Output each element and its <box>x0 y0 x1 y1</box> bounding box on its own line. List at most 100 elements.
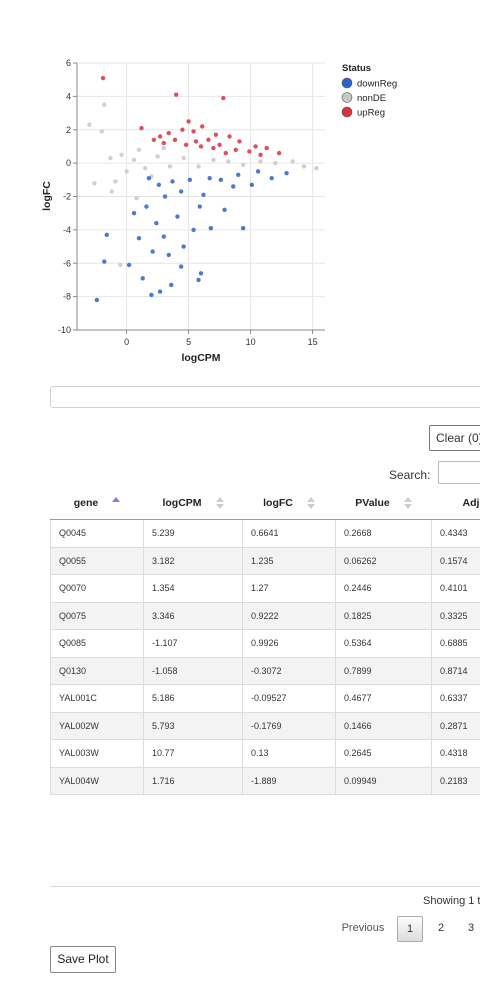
table-cell-adj: 0.8714 <box>431 656 480 685</box>
x-tick-label: 5 <box>186 337 191 347</box>
table-cell-gene: YAL003W <box>50 739 144 768</box>
page-button-2[interactable]: 2 <box>437 922 445 934</box>
table-cell-logfc: 1.27 <box>242 574 336 603</box>
data-point-downreg <box>156 182 162 188</box>
table-row[interactable]: Q0070 1.354 1.27 0.2446 0.4101 <box>50 574 480 603</box>
data-point-nonde <box>113 179 118 184</box>
data-point-upreg <box>191 129 196 134</box>
table-row[interactable]: Q0045 5.239 0.6641 0.2668 0.4343 <box>50 519 480 548</box>
data-point-downreg <box>144 204 149 209</box>
table-footer-divider <box>50 886 480 887</box>
search-label: Search: <box>389 468 431 482</box>
data-point-upreg <box>166 130 171 136</box>
table-cell-adj: 0.6885 <box>431 629 480 658</box>
table-cell-pvalue: 0.09949 <box>335 766 432 795</box>
data-point-upreg <box>139 125 144 131</box>
data-point-downreg <box>197 204 202 209</box>
y-tick-label: 2 <box>66 125 71 135</box>
data-point-downreg <box>175 214 180 219</box>
data-point-upreg <box>183 142 189 147</box>
y-axis-label: logFC <box>41 181 53 211</box>
data-point-upreg <box>198 144 204 149</box>
table-row[interactable]: Q0055 3.182 1.235 0.06262 0.1574 <box>50 546 480 575</box>
table-cell-pvalue: 0.2645 <box>335 739 432 768</box>
table-cell-adj: 0.4318 <box>431 739 480 768</box>
table-cell-logcpm: 5.793 <box>143 711 243 740</box>
table-cell-gene: YAL002W <box>50 711 144 740</box>
table-row[interactable]: Q0085 -1.107 0.9926 0.5364 0.6885 <box>50 629 480 658</box>
table-cell-gene: Q0130 <box>50 656 144 685</box>
data-point-downreg <box>140 276 145 281</box>
table-row[interactable]: YAL002W 5.793 -0.1769 0.1466 0.2871 <box>50 711 480 740</box>
data-point-downreg <box>222 207 227 213</box>
data-point-nonde <box>124 169 129 174</box>
table-cell-gene: YAL001C <box>50 684 144 713</box>
search-input[interactable] <box>438 461 480 484</box>
table-row[interactable]: YAL004W 1.716 -1.889 0.09949 0.2183 <box>50 766 480 795</box>
data-point-downreg <box>207 175 212 181</box>
data-point-upreg <box>221 95 226 101</box>
data-point-downreg <box>181 244 186 249</box>
data-point-downreg <box>196 277 201 283</box>
data-point-upreg <box>206 137 211 142</box>
selection-search-bar[interactable] <box>50 386 480 408</box>
previous-page-button[interactable]: Previous <box>341 922 385 934</box>
data-point-nonde <box>108 155 113 161</box>
table-cell-logfc: -0.09527 <box>242 684 336 713</box>
table-cell-gene: Q0085 <box>50 629 144 658</box>
results-table: gene logCPM logFC PValue Adj Q0045 5.239 0… <box>50 487 480 795</box>
table-row[interactable]: YAL003W 10.77 0.13 0.2645 0.4318 <box>50 739 480 768</box>
save-plot-button[interactable]: Save Plot <box>50 946 116 973</box>
data-point-upreg <box>151 137 157 142</box>
table-header-row: gene logCPM logFC PValue Adj <box>50 487 480 520</box>
column-header-pvalue[interactable]: PValue <box>335 487 432 520</box>
data-point-downreg <box>161 234 166 239</box>
data-point-downreg <box>231 184 236 189</box>
chart-grid <box>77 62 325 331</box>
data-point-downreg <box>255 169 261 174</box>
page-button-3[interactable]: 3 <box>467 922 475 934</box>
data-point-upreg <box>161 140 166 146</box>
sort-icon <box>215 497 224 510</box>
table-row[interactable]: Q0130 -1.058 -0.3072 0.7899 0.8714 <box>50 656 480 685</box>
y-tick-label: -10 <box>58 325 71 335</box>
table-cell-pvalue: 0.4677 <box>335 684 432 713</box>
data-point-nonde <box>167 164 173 169</box>
table-cell-gene: YAL004W <box>50 766 144 795</box>
table-row[interactable]: YAL001C 5.186 -0.09527 0.4677 0.6337 <box>50 684 480 713</box>
data-point-downreg <box>131 210 137 216</box>
legend-label-downreg: downReg <box>357 79 397 90</box>
column-header-logcpm[interactable]: logCPM <box>143 487 243 520</box>
data-point-nonde <box>87 122 92 127</box>
clear-selection-button[interactable]: Clear (0) <box>429 425 480 451</box>
data-point-downreg <box>178 189 184 194</box>
data-point-downreg <box>104 232 109 238</box>
column-header-gene[interactable]: gene <box>50 487 144 520</box>
data-point-upreg <box>157 134 163 139</box>
column-header-adj[interactable]: Adj <box>431 487 480 520</box>
chart-points <box>87 75 319 303</box>
data-point-nonde <box>134 195 139 201</box>
chart-axes: -10 -8 -6 -4 -2 0 2 4 6 0 5 10 15 <box>58 58 325 347</box>
y-tick-label: -2 <box>63 192 71 202</box>
table-cell-logcpm: 10.77 <box>143 739 243 768</box>
data-point-upreg <box>200 124 205 129</box>
data-point-upreg <box>213 132 219 137</box>
legend-swatch-upreg <box>341 106 353 118</box>
table-cell-gene: Q0075 <box>50 601 144 630</box>
data-point-nonde <box>102 102 107 107</box>
data-point-nonde <box>258 159 263 164</box>
data-point-downreg <box>169 282 174 288</box>
data-point-upreg <box>253 144 258 149</box>
data-point-nonde <box>131 157 137 162</box>
x-tick-label: 15 <box>308 337 318 347</box>
data-point-downreg <box>170 179 175 184</box>
table-cell-adj: 0.4343 <box>431 519 480 548</box>
data-point-nonde <box>161 145 166 151</box>
column-header-logfc[interactable]: logFC <box>242 487 336 520</box>
legend-swatch-nonde <box>341 92 353 103</box>
data-point-upreg <box>247 149 252 154</box>
page-button-1[interactable]: 1 <box>397 916 423 942</box>
data-point-nonde <box>240 162 246 167</box>
table-row[interactable]: Q0075 3.346 0.9222 0.1825 0.3325 <box>50 601 480 630</box>
